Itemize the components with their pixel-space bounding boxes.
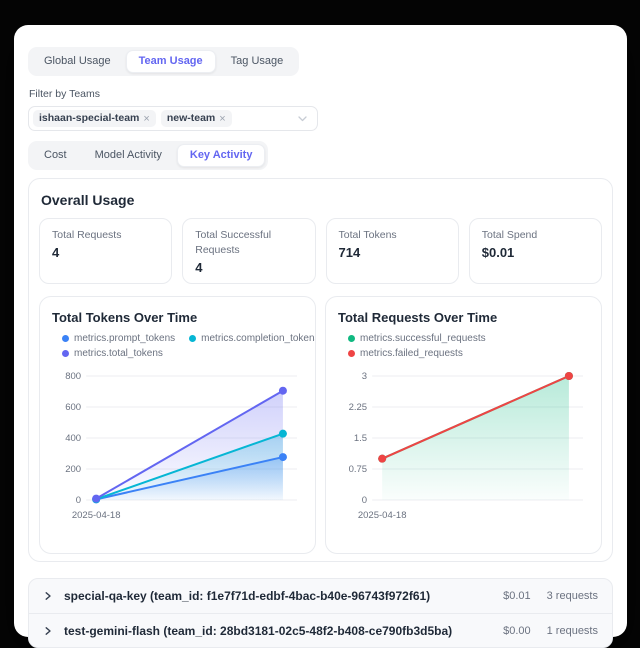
stat-total-spend: Total Spend $0.01 [468,218,602,285]
svg-text:600: 600 [65,402,81,413]
legend-item-failed-requests: metrics.failed_requests [348,348,463,359]
usage-dashboard-panel: Global Usage Team Usage Tag Usage Filter… [14,25,627,648]
legend-dot-icon [189,335,197,343]
stat-value: $0.01 [481,245,515,261]
stat-total-successful-requests: Total Successful Requests 4 [182,218,316,285]
tab-team-usage[interactable]: Team Usage [125,50,216,74]
legend-item-completion-tokens: metrics.completion_tokens [189,333,316,345]
tab-global-usage[interactable]: Global Usage [44,55,111,67]
filter-by-teams-label: Filter by Teams [29,88,100,101]
stat-total-tokens: Total Tokens 714 [325,218,459,285]
svg-text:0: 0 [76,495,81,506]
tokens-chart-card: Total Tokens Over Time metrics.prompt_to… [39,296,316,555]
legend-dot-icon [348,335,355,343]
svg-text:0.75: 0.75 [349,464,368,475]
svg-text:1.5: 1.5 [354,433,367,444]
legend-label: metrics.successful_requests [360,333,486,345]
overall-usage-title: Overall Usage [41,192,135,209]
key-request-count: 3 requests [546,590,598,603]
stat-total-requests: Total Requests 4 [39,218,173,285]
stat-label: Total Successful Requests [195,229,272,257]
svg-text:0: 0 [362,495,367,506]
tab-cost[interactable]: Cost [44,149,67,162]
key-list: special-qa-key (team_id: f1e7f71d-edbf-4… [28,578,613,648]
team-tag-label: ishaan-special-team [39,111,140,124]
legend-label: metrics.prompt_tokens [74,333,176,345]
svg-text:200: 200 [65,464,81,475]
legend-item-successful-requests: metrics.successful_requests [348,333,486,344]
tab-tag-usage[interactable]: Tag Usage [230,55,284,67]
key-request-count: 1 requests [546,624,598,637]
svg-text:800: 800 [65,371,81,382]
remove-tag-icon[interactable]: × [219,112,226,125]
remove-tag-icon[interactable]: × [143,112,150,125]
legend-item-prompt-tokens: metrics.prompt_tokens [62,333,175,344]
team-filter-select[interactable]: ishaan-special-team × new-team × [28,106,318,132]
svg-text:3: 3 [362,371,367,382]
activity-tabs: Cost Model Activity Key Activity [28,141,269,171]
stat-value: 4 [52,245,60,261]
svg-text:400: 400 [65,433,81,444]
svg-text:2025-04-18: 2025-04-18 [72,510,121,521]
key-spend: $0.01 [503,590,531,603]
key-row-special-qa-key[interactable]: special-qa-key (team_id: f1e7f71d-edbf-4… [29,579,612,613]
tab-key-activity[interactable]: Key Activity [176,144,266,168]
usage-scope-tabs: Global Usage Team Usage Tag Usage [28,47,300,77]
legend-dot-icon [348,350,355,358]
legend-label: metrics.failed_requests [360,348,463,360]
legend-dot-icon [62,335,69,343]
chevron-right-icon[interactable] [43,591,53,601]
stat-label: Total Tokens [338,229,397,242]
chevron-down-icon[interactable] [297,113,308,124]
svg-text:2.25: 2.25 [349,402,368,413]
stat-value: 714 [338,245,361,261]
tokens-chart-legend: metrics.prompt_tokens metrics.completion… [62,333,315,359]
chevron-right-icon[interactable] [43,626,53,636]
team-tag-ishaan-special-team[interactable]: ishaan-special-team × [33,110,156,128]
stat-value: 4 [195,259,203,275]
charts-row: Total Tokens Over Time metrics.prompt_to… [39,296,602,555]
requests-chart-title: Total Requests Over Time [338,310,498,326]
legend-label: metrics.completion_tokens [201,333,316,345]
legend-dot-icon [62,350,69,358]
tokens-line-chart: 0 200 400 600 800 2025-04-18 [65,371,297,521]
team-tag-new-team[interactable]: new-team × [160,110,232,128]
key-spend: $0.00 [503,624,531,637]
stat-label: Total Spend [481,229,538,242]
legend-item-total-tokens: metrics.total_tokens [62,348,163,359]
stats-row: Total Requests 4 Total Successful Reques… [39,218,602,285]
legend-label: metrics.total_tokens [74,348,163,360]
requests-chart-legend: metrics.successful_requests metrics.fail… [348,333,589,359]
key-row-test-gemini-flash[interactable]: test-gemini-flash (team_id: 28bd3181-02c… [29,613,612,647]
stat-label: Total Requests [52,229,122,242]
tab-model-activity[interactable]: Model Activity [94,149,162,162]
requests-chart-card: Total Requests Over Time metrics.success… [325,296,602,555]
key-name: test-gemini-flash (team_id: 28bd3181-02c… [64,623,453,638]
svg-text:2025-04-18: 2025-04-18 [358,510,407,521]
requests-line-chart: 0 0.75 1.5 2.25 3 2025-04-18 [349,371,583,521]
team-tag-label: new-team [166,111,216,124]
key-name: special-qa-key (team_id: f1e7f71d-edbf-4… [64,589,431,604]
overall-usage-card: Overall Usage Total Requests 4 Total Suc… [28,178,613,563]
tokens-chart-title: Total Tokens Over Time [52,310,198,326]
